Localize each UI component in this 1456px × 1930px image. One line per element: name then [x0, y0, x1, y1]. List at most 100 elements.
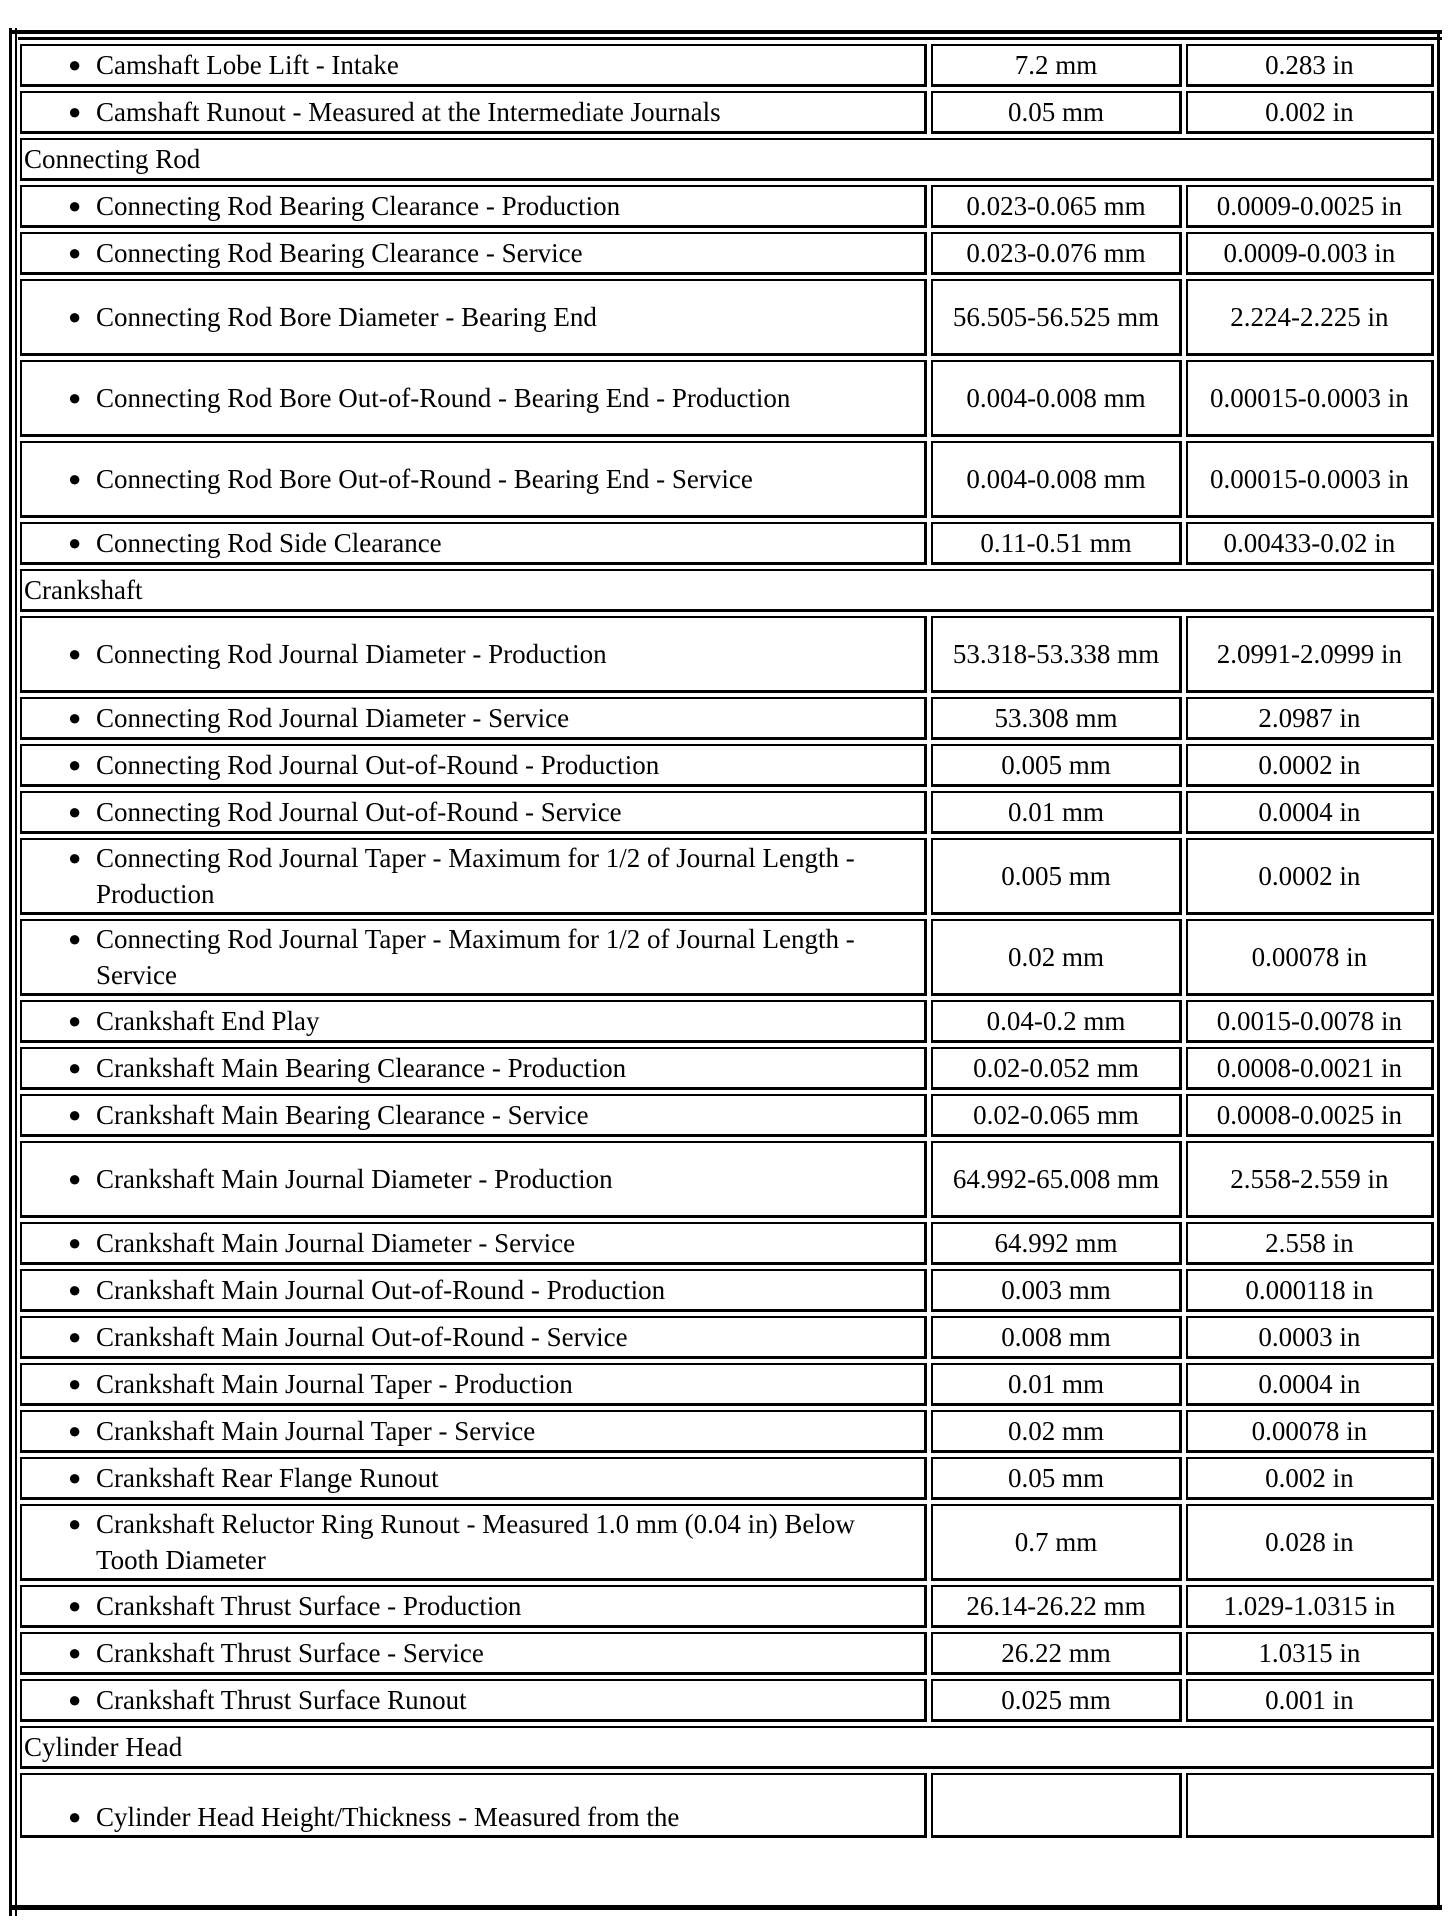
- metric-value: 0.11-0.51 mm: [931, 522, 1182, 565]
- bullet-icon: ●: [68, 752, 82, 777]
- metric-value: 0.7 mm: [931, 1504, 1182, 1581]
- spec-name: Connecting Rod Side Clearance: [96, 528, 442, 558]
- metric-value: 0.008 mm: [931, 1316, 1182, 1359]
- section-header-row: Crankshaft: [20, 569, 1434, 612]
- spec-name: Crankshaft Reluctor Ring Runout - Measur…: [96, 1509, 855, 1575]
- specifications-table: ● Camshaft Lobe Lift - Intake 7.2 mm 0.283 …: [16, 40, 1438, 1842]
- metric-value: 26.14-26.22 mm: [931, 1585, 1182, 1628]
- english-value: 0.0009-0.0025 in: [1185, 185, 1434, 228]
- section-title: Cylinder Head: [20, 1726, 1434, 1769]
- metric-value: 0.025 mm: [931, 1679, 1182, 1722]
- english-value: 0.0008-0.0021 in: [1185, 1047, 1434, 1090]
- spec-name-cell: ● Connecting Rod Journal Taper - Maximum …: [20, 838, 928, 915]
- section-title: Crankshaft: [20, 569, 1434, 612]
- bullet-icon: ●: [68, 1055, 82, 1080]
- metric-value: 0.02-0.052 mm: [931, 1047, 1182, 1090]
- table-border-top-inner: [18, 37, 1442, 40]
- spec-name-cell: ● Crankshaft Main Bearing Clearance - Pro…: [20, 1047, 928, 1090]
- table-row: ● Crankshaft Main Journal Diameter - Serv…: [20, 1222, 1434, 1265]
- table-row: ● Connecting Rod Journal Out-of-Round - P…: [20, 744, 1434, 787]
- metric-value: 53.308 mm: [931, 697, 1182, 740]
- metric-value: 0.02 mm: [931, 1410, 1182, 1453]
- bullet-icon: ●: [68, 1418, 82, 1443]
- bullet-icon: ●: [68, 1593, 82, 1618]
- bullet-icon: ●: [68, 304, 82, 329]
- english-value: 1.0315 in: [1185, 1632, 1434, 1675]
- spec-name-cell: ● Crankshaft Main Journal Taper - Product…: [20, 1363, 928, 1406]
- spec-name-cell: ● Crankshaft Rear Flange Runout: [20, 1457, 928, 1500]
- table-border-top: [9, 30, 1442, 34]
- metric-value: 0.01 mm: [931, 791, 1182, 834]
- bullet-icon: ●: [68, 1230, 82, 1255]
- english-value: 0.00015-0.0003 in: [1185, 360, 1434, 437]
- table-row: ● Connecting Rod Bore Out-of-Round - Bear…: [20, 441, 1434, 518]
- metric-value: 0.05 mm: [931, 1457, 1182, 1500]
- bullet-icon: ●: [68, 530, 82, 555]
- spec-name-cell: ● Crankshaft Reluctor Ring Runout - Measu…: [20, 1504, 928, 1581]
- english-value: 0.0002 in: [1185, 744, 1434, 787]
- bullet-icon: ●: [68, 1166, 82, 1191]
- metric-value: 0.004-0.008 mm: [931, 441, 1182, 518]
- table-row: ● Camshaft Lobe Lift - Intake 7.2 mm 0.283 …: [20, 44, 1434, 87]
- spec-name-cell: ● Camshaft Lobe Lift - Intake: [20, 44, 928, 87]
- metric-value: 0.003 mm: [931, 1269, 1182, 1312]
- metric-value: 0.023-0.076 mm: [931, 232, 1182, 275]
- english-value: 0.0004 in: [1185, 791, 1434, 834]
- table-row: ● Crankshaft Main Journal Taper - Service…: [20, 1410, 1434, 1453]
- spec-name: Crankshaft Thrust Surface - Service: [96, 1638, 484, 1668]
- english-value: 1.029-1.0315 in: [1185, 1585, 1434, 1628]
- metric-value: 56.505-56.525 mm: [931, 279, 1182, 356]
- spec-name: Connecting Rod Bore Out-of-Round - Beari…: [96, 383, 791, 413]
- english-value: 0.000118 in: [1185, 1269, 1434, 1312]
- metric-value: 7.2 mm: [931, 44, 1182, 87]
- spec-name-cell: ● Connecting Rod Journal Diameter - Servi…: [20, 697, 928, 740]
- table-border-bottom: [9, 1905, 1442, 1910]
- bullet-icon: ●: [68, 641, 82, 666]
- spec-name-cell: ● Crankshaft Thrust Surface - Service: [20, 1632, 928, 1675]
- spec-name-cell: ● Connecting Rod Bearing Clearance - Prod…: [20, 185, 928, 228]
- bullet-icon: ●: [68, 845, 82, 870]
- metric-value: 53.318-53.338 mm: [931, 616, 1182, 693]
- spec-name-cell: ● Connecting Rod Journal Out-of-Round - P…: [20, 744, 928, 787]
- bullet-icon: ●: [68, 193, 82, 218]
- metric-value: [931, 1773, 1182, 1838]
- bullet-icon: ●: [68, 705, 82, 730]
- page-border-left-inner: [15, 28, 17, 1916]
- spec-name-cell: ● Connecting Rod Bore Out-of-Round - Bear…: [20, 360, 928, 437]
- table-row: ● Crankshaft End Play 0.04-0.2 mm 0.0015-0.…: [20, 1000, 1434, 1043]
- english-value: 0.00078 in: [1185, 919, 1434, 996]
- spec-name-cell: ● Crankshaft Main Journal Taper - Service: [20, 1410, 928, 1453]
- spec-name-cell: ● Connecting Rod Bore Diameter - Bearing …: [20, 279, 928, 356]
- spec-name: Crankshaft Rear Flange Runout: [96, 1463, 439, 1493]
- bullet-icon: ●: [68, 52, 82, 77]
- table-row: ● Crankshaft Thrust Surface Runout 0.025 m…: [20, 1679, 1434, 1722]
- spec-name-cell: ● Crankshaft Main Journal Out-of-Round - …: [20, 1269, 928, 1312]
- spec-name-cell: ● Crankshaft Main Bearing Clearance - Ser…: [20, 1094, 928, 1137]
- bullet-icon: ●: [68, 1277, 82, 1302]
- spec-name: Connecting Rod Bore Diameter - Bearing E…: [96, 302, 597, 332]
- table-row: ● Connecting Rod Journal Taper - Maximum …: [20, 838, 1434, 915]
- bullet-icon: ●: [68, 1687, 82, 1712]
- spec-name-cell: ● Connecting Rod Journal Diameter - Produ…: [20, 616, 928, 693]
- table-row: ● Crankshaft Main Bearing Clearance - Pro…: [20, 1047, 1434, 1090]
- table-row: ● Connecting Rod Bearing Clearance - Serv…: [20, 232, 1434, 275]
- metric-value: 0.004-0.008 mm: [931, 360, 1182, 437]
- table-row: ● Camshaft Runout - Measured at the Inter…: [20, 91, 1434, 134]
- english-value: 0.0009-0.003 in: [1185, 232, 1434, 275]
- table-row: ● Crankshaft Main Journal Out-of-Round - …: [20, 1316, 1434, 1359]
- spec-name: Connecting Rod Journal Taper - Maximum f…: [96, 924, 855, 990]
- table-row: ● Crankshaft Reluctor Ring Runout - Measu…: [20, 1504, 1434, 1581]
- bullet-icon: ●: [68, 1465, 82, 1490]
- spec-name: Crankshaft Main Journal Diameter - Servi…: [96, 1228, 576, 1258]
- english-value: 0.002 in: [1185, 1457, 1434, 1500]
- english-value: 0.00015-0.0003 in: [1185, 441, 1434, 518]
- bullet-icon: ●: [68, 466, 82, 491]
- table-row: ● Crankshaft Rear Flange Runout 0.05 mm 0.0…: [20, 1457, 1434, 1500]
- bullet-icon: ●: [68, 799, 82, 824]
- spec-name: Camshaft Runout - Measured at the Interm…: [96, 97, 721, 127]
- spec-name-cell: ● Cylinder Head Height/Thickness - Measur…: [20, 1773, 928, 1838]
- bullet-icon: ●: [68, 385, 82, 410]
- spec-name: Connecting Rod Bearing Clearance - Servi…: [96, 238, 583, 268]
- table-row: ● Crankshaft Main Journal Diameter - Prod…: [20, 1141, 1434, 1218]
- spec-name-cell: ● Connecting Rod Side Clearance: [20, 522, 928, 565]
